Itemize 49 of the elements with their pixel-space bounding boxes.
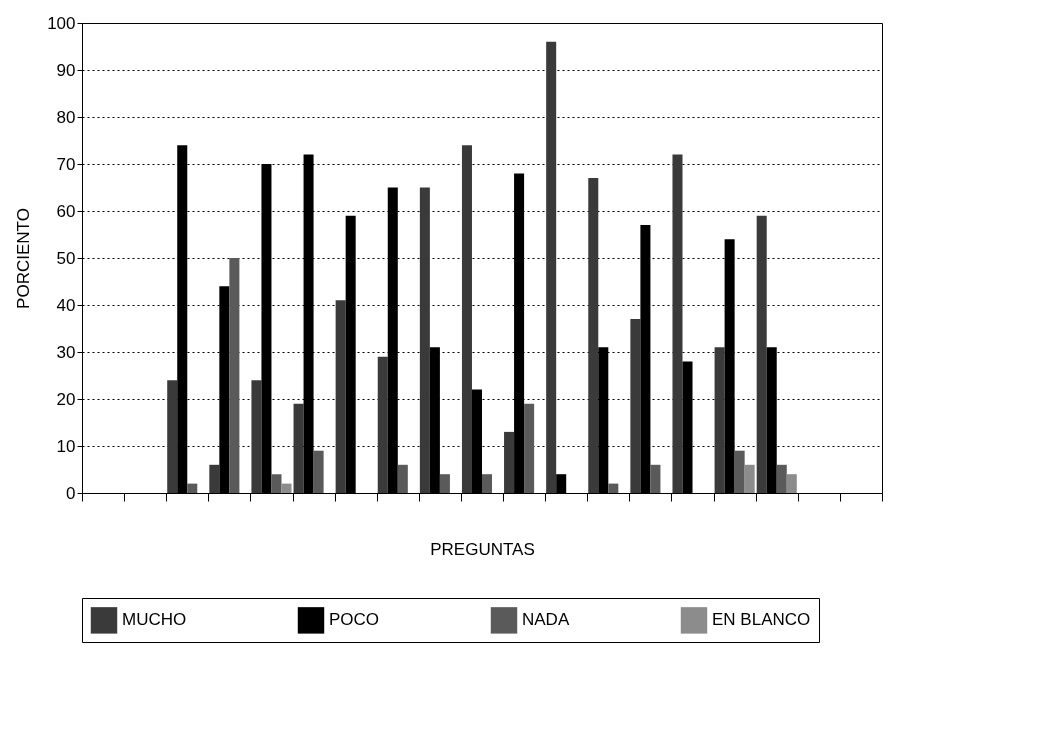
- y-tick-label: 70: [56, 154, 76, 174]
- bar: [786, 474, 797, 493]
- bar: [167, 380, 178, 493]
- bar: [650, 464, 661, 493]
- bar: [187, 483, 198, 493]
- bar: [714, 347, 725, 493]
- bar: [482, 474, 493, 493]
- bar: [546, 41, 557, 493]
- bar: [524, 403, 535, 493]
- bar: [397, 464, 408, 493]
- bar: [744, 464, 755, 493]
- bar: [556, 474, 567, 493]
- bar: [504, 431, 515, 493]
- y-tick-label: 80: [56, 107, 76, 127]
- y-tick-label: 20: [56, 389, 76, 409]
- bar: [630, 319, 641, 493]
- bar: [429, 347, 440, 493]
- bar: [756, 215, 767, 493]
- bar: [209, 464, 220, 493]
- x-axis-title: PREGUNTAS: [430, 540, 535, 559]
- bar: [335, 300, 346, 493]
- bar: [734, 450, 745, 493]
- bar: [251, 380, 262, 493]
- bar: [672, 154, 683, 493]
- y-tick-label: 50: [56, 248, 76, 268]
- bar: [281, 483, 292, 493]
- legend-label: NADA: [522, 610, 570, 630]
- bar: [608, 483, 619, 493]
- bar: [461, 145, 472, 493]
- y-tick-label: 90: [56, 60, 76, 80]
- bar: [271, 474, 282, 493]
- y-tick-label: 40: [56, 295, 76, 315]
- legend-label: POCO: [329, 610, 380, 630]
- y-tick-label: 60: [56, 201, 76, 221]
- bar: [439, 474, 450, 493]
- bar: [377, 356, 388, 493]
- y-tick-label: 10: [56, 436, 76, 456]
- bar: [776, 464, 787, 493]
- legend-label: MUCHO: [122, 610, 187, 630]
- legend-label: EN BLANCO: [712, 610, 811, 630]
- y-tick-label: 30: [56, 342, 76, 362]
- y-axis-title: PORCIENTO: [14, 208, 34, 309]
- bar: [293, 403, 304, 493]
- bar: [229, 258, 240, 493]
- y-tick-label: 0: [66, 483, 76, 503]
- bar: [419, 187, 430, 493]
- bar: [588, 178, 599, 493]
- bar: [313, 450, 324, 493]
- y-tick-label: 100: [47, 13, 76, 33]
